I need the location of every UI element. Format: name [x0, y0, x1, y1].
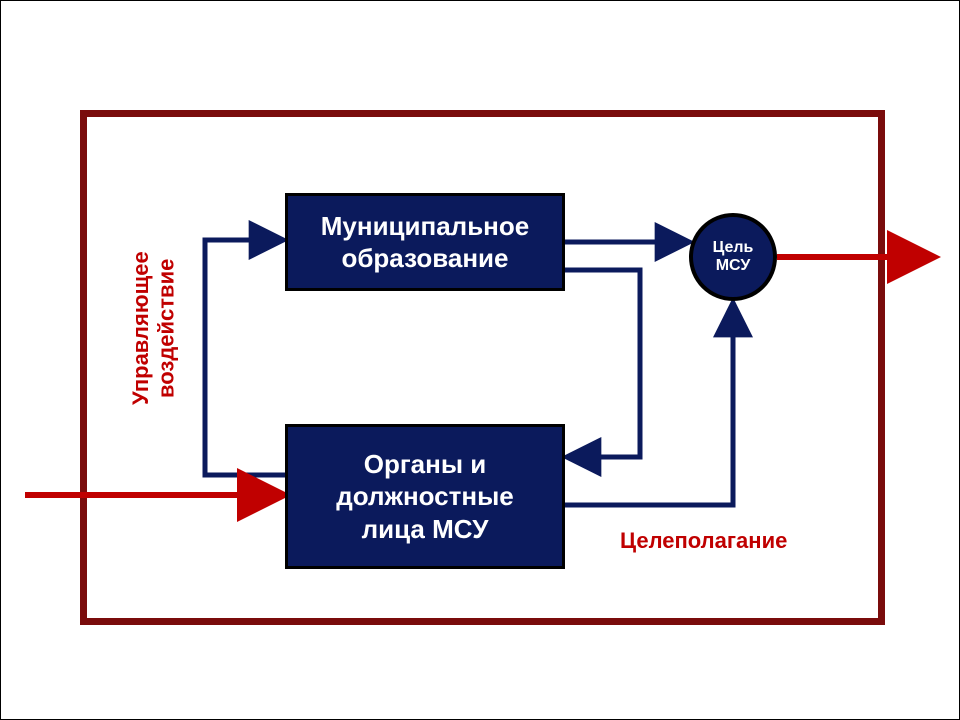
node-goal-circle: Цель МСУ [689, 213, 777, 301]
node-municipal-entity: Муниципальное образование [285, 193, 565, 291]
label-goal-setting: Целеполагание [620, 528, 787, 554]
node-goal-circle-label: Цель МСУ [713, 239, 754, 276]
node-msu-bodies: Органы и должностные лица МСУ [285, 424, 565, 569]
label-control-action: Управляющее воздействие [128, 218, 179, 438]
label-goal-setting-text: Целеполагание [620, 528, 787, 553]
label-control-action-text: Управляющее воздействие [128, 251, 178, 405]
node-municipal-entity-label: Муниципальное образование [321, 210, 529, 275]
node-msu-bodies-label: Органы и должностные лица МСУ [336, 448, 514, 546]
